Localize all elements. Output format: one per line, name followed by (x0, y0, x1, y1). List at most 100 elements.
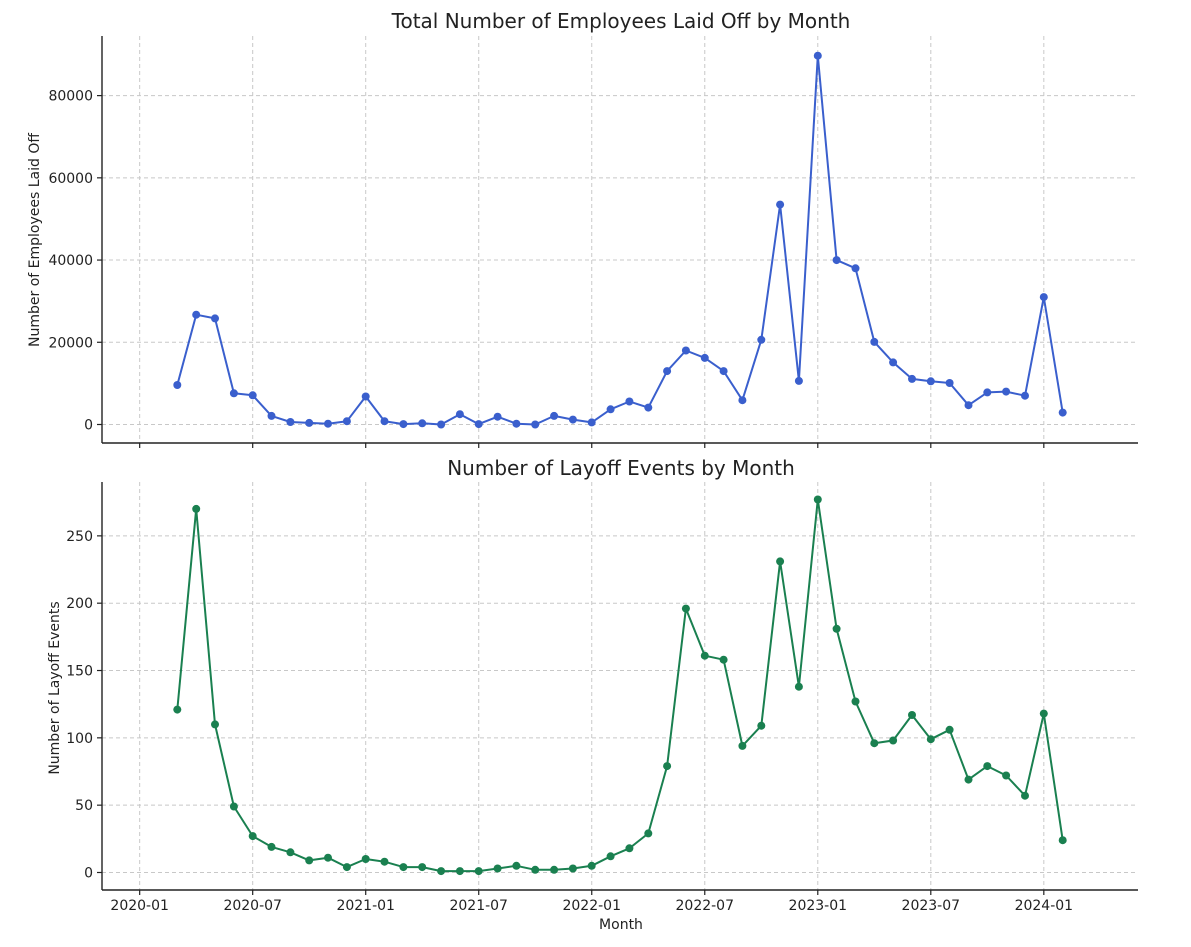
data-point (983, 388, 992, 397)
data-point (983, 762, 992, 771)
data-point (1058, 408, 1067, 417)
data-point (455, 410, 464, 419)
data-point (568, 864, 577, 873)
data-point (964, 401, 973, 410)
y-axis-label: Number of Employees Laid Off (27, 133, 43, 347)
data-point (173, 381, 182, 389)
data-point (606, 852, 615, 861)
data-point (399, 420, 408, 429)
data-point (1021, 391, 1029, 400)
data-point (550, 865, 559, 874)
data-point (625, 397, 634, 406)
data-point (437, 867, 446, 876)
data-point (738, 741, 747, 750)
x-tick-label: 2023-07 (902, 898, 961, 914)
data-point (813, 51, 822, 60)
axes (101, 482, 1138, 891)
x-ticks: 2020-01 2020-07 2021-01 2021-07 2022-01 2022-… (110, 890, 1073, 914)
data-point (1002, 387, 1011, 396)
data-point (173, 705, 182, 714)
layoff-events-chart: Number of Layoff Events by Month Number … (47, 456, 1138, 914)
data-point (606, 405, 615, 414)
data-point (192, 310, 201, 319)
data-point (550, 411, 559, 420)
data-point (192, 504, 201, 513)
data-point (531, 865, 540, 874)
series-line (173, 51, 1067, 429)
y-tick-label: 250 (66, 529, 93, 545)
axes (101, 36, 1138, 444)
data-point (964, 775, 973, 784)
data-point (776, 200, 785, 209)
data-point (493, 412, 502, 421)
data-point (324, 419, 332, 428)
series-path (176, 498, 1064, 873)
data-point (229, 389, 238, 398)
data-point (342, 417, 351, 426)
data-point (663, 367, 672, 376)
data-point (286, 418, 295, 426)
data-point (794, 376, 803, 385)
data-point (776, 557, 785, 566)
data-point (889, 736, 898, 745)
data-point (681, 346, 690, 355)
x-tick-label: 2023-01 (789, 898, 848, 914)
data-point (870, 739, 879, 748)
data-point (1058, 836, 1067, 845)
data-point (700, 651, 709, 660)
x-tick-label: 2021-01 (336, 898, 395, 914)
data-point (1002, 771, 1011, 780)
data-point (380, 857, 389, 866)
data-point (267, 411, 276, 420)
data-point (211, 720, 219, 729)
data-point (926, 377, 935, 386)
y-ticks: 0 50 100 150 200 250 (66, 529, 102, 881)
data-point (757, 335, 766, 344)
data-point (229, 802, 238, 811)
data-point (531, 420, 540, 429)
data-point (663, 762, 672, 771)
data-point (248, 391, 257, 400)
data-point (719, 655, 728, 664)
y-tick-label: 100 (66, 731, 93, 747)
data-point (945, 725, 954, 734)
data-point (681, 604, 690, 613)
data-point (813, 495, 822, 504)
y-ticks: 0 20000 40000 60000 80000 (48, 89, 102, 434)
data-point (305, 856, 314, 865)
x-tick-label: 2020-01 (110, 898, 169, 914)
data-point (644, 403, 653, 412)
data-point (794, 682, 803, 691)
data-point (568, 415, 577, 424)
data-point (211, 314, 219, 323)
y-tick-label: 60000 (48, 171, 93, 187)
data-point (889, 358, 898, 367)
data-point (851, 697, 860, 706)
employees-laid-off-chart: Total Number of Employees Laid Off by Mo… (27, 9, 1138, 448)
y-tick-label: 0 (84, 865, 93, 881)
data-point (625, 844, 634, 853)
data-point (700, 353, 709, 362)
x-tick-label: 2022-01 (562, 898, 621, 914)
y-tick-label: 80000 (48, 89, 93, 105)
chart-title: Number of Layoff Events by Month (447, 456, 795, 480)
data-point (455, 867, 464, 876)
x-ticks (139, 443, 1045, 448)
data-point (512, 861, 521, 870)
data-point (757, 721, 766, 730)
x-tick-label: 2022-07 (676, 898, 735, 914)
y-tick-label: 20000 (48, 335, 93, 351)
x-tick-label: 2021-07 (449, 898, 508, 914)
data-point (361, 392, 370, 401)
data-point (324, 853, 332, 862)
data-point (361, 855, 370, 863)
series-line (173, 495, 1067, 876)
data-point (945, 379, 954, 387)
series-path (176, 54, 1064, 426)
data-point (1039, 293, 1048, 302)
y-tick-label: 50 (75, 798, 93, 814)
data-point (587, 418, 596, 427)
data-point (418, 419, 427, 428)
y-axis-label: Number of Layoff Events (47, 601, 63, 774)
